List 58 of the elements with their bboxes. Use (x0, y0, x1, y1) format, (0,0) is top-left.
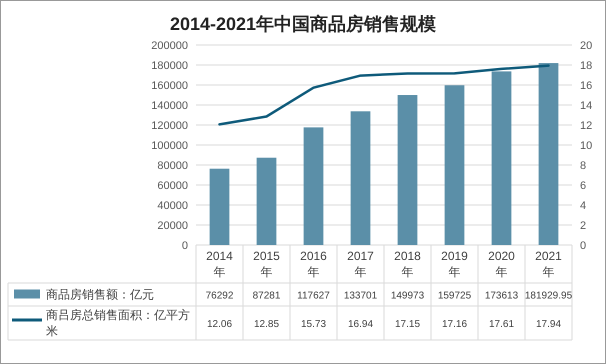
y-tick-label: 40000 (157, 200, 188, 212)
data-label: 117627 (297, 290, 330, 302)
bar (210, 168, 230, 245)
bar (256, 158, 276, 245)
bar (304, 127, 324, 245)
y-tick-label: 0 (182, 240, 188, 252)
x-tick-label: 2014年 (206, 249, 234, 279)
bar (444, 85, 464, 245)
y-tick-label: 60000 (157, 180, 188, 192)
y2-tick-label: 16 (580, 80, 592, 92)
data-label: 181929.95 (524, 290, 573, 302)
y2-tick-label: 4 (580, 200, 586, 212)
bar (350, 111, 370, 245)
x-tick-label: 2021年 (535, 249, 562, 279)
y2-tick-label: 10 (580, 140, 592, 152)
y-tick-label: 180000 (151, 60, 188, 72)
data-label: 17.94 (536, 319, 562, 330)
data-label: 133701 (344, 290, 378, 302)
data-label: 17.61 (488, 319, 514, 330)
x-tick-label: 2018年 (394, 249, 422, 279)
data-label: 159725 (438, 290, 472, 302)
data-label: 17.15 (394, 319, 420, 330)
x-tick-label: 2019年 (441, 249, 468, 279)
bar (492, 71, 512, 245)
y2-tick-label: 2 (580, 220, 586, 232)
x-tick-label: 2015年 (253, 249, 280, 279)
y-tick-label: 20000 (157, 220, 188, 232)
y-tick-label: 140000 (151, 100, 188, 112)
x-tick-label: 2020年 (488, 249, 516, 279)
data-label: 12.85 (254, 319, 280, 330)
y2-tick-label: 20 (580, 40, 592, 52)
y-tick-label: 80000 (157, 160, 188, 172)
data-label: 173613 (484, 290, 519, 302)
y2-tick-label: 0 (580, 240, 586, 252)
y-tick-label: 160000 (151, 80, 188, 92)
legend-label: 商品房销售额：亿元 (46, 288, 154, 302)
line-series (218, 64, 550, 126)
y-tick-label: 200000 (151, 40, 188, 52)
data-label: 149973 (390, 290, 425, 302)
y2-tick-label: 12 (580, 120, 592, 132)
legend-label: 商吕房总销售面积：亿平方米 (46, 308, 190, 338)
y2-tick-label: 14 (580, 100, 592, 112)
data-label: 76292 (206, 290, 234, 302)
bar (538, 63, 558, 245)
y-tick-label: 100000 (151, 140, 188, 152)
y2-tick-label: 8 (580, 160, 586, 172)
data-label: 15.73 (300, 319, 326, 330)
y2-tick-label: 6 (580, 180, 586, 192)
x-tick-label: 2016年 (300, 249, 328, 279)
bar (398, 95, 418, 245)
chart-title: 2014-2021年中国商品房销售规模 (170, 14, 436, 34)
data-label: 12.06 (206, 319, 232, 330)
data-label: 17.16 (442, 319, 468, 330)
data-label: 87281 (252, 290, 281, 302)
data-label: 16.94 (348, 319, 374, 330)
y2-tick-label: 18 (580, 60, 592, 72)
y-tick-label: 120000 (151, 120, 188, 132)
x-tick-label: 2017年 (347, 249, 374, 279)
